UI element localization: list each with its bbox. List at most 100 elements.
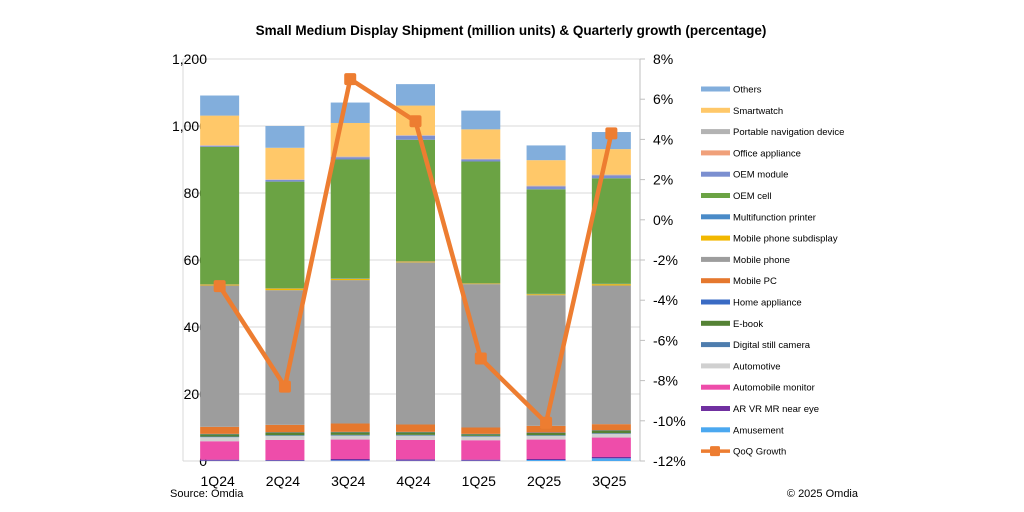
bar-stack-2Q24	[265, 126, 305, 461]
bar-segment-automobile-monitor	[330, 439, 370, 459]
bar-segment-mobile-pc	[461, 427, 501, 434]
bar-segment-automotive	[200, 437, 240, 442]
legend-label: Amusement	[733, 425, 784, 436]
bar-segment-mobile-phone	[265, 290, 305, 425]
chart-title: Small Medium Display Shipment (million u…	[256, 23, 767, 38]
legend-item: Mobile phone subdisplay	[701, 234, 838, 245]
legend-item: Amusement	[701, 425, 784, 436]
bar-segment-digital-still-camera	[591, 433, 631, 434]
bars	[200, 84, 631, 461]
y-left-tick-label: 1,200	[172, 51, 207, 67]
bar-segment-automobile-monitor	[265, 439, 305, 460]
legend-label: Mobile phone subdisplay	[733, 234, 838, 245]
bar-stack-1Q24	[200, 95, 240, 461]
bar-segment-ar-vr-mr-near-eye	[591, 456, 631, 459]
bar-segment-oem-module	[526, 186, 566, 190]
bar-segment-smartwatch	[591, 149, 631, 175]
bar-segment-smartwatch	[461, 129, 501, 159]
bar-segment-oem-cell	[330, 159, 370, 279]
legend-label: AR VR MR near eye	[733, 404, 819, 415]
bar-segment-oem-module	[396, 135, 435, 140]
bar-segment-digital-still-camera	[265, 435, 305, 436]
bar-segment-others	[200, 95, 240, 116]
legend-swatch	[701, 278, 730, 284]
bar-segment-mobile-pc	[396, 424, 435, 432]
bar-segment-smartwatch	[200, 115, 240, 146]
right-axis: -12% -10% -8% -6% -4% -2% 0% 2% 4% 6% 8%	[639, 51, 686, 469]
legend-label: OEM cell	[733, 191, 772, 202]
qoq-growth-marker	[344, 73, 357, 86]
bar-segment-oem-module	[200, 145, 240, 147]
y-right-tick-label: -4%	[653, 292, 678, 308]
x-tick-label: 4Q24	[396, 473, 430, 489]
bar-segment-oem-cell	[461, 161, 501, 284]
y-right-tick-label: 0%	[653, 212, 673, 228]
bar-segment-amusement	[591, 458, 631, 461]
legend-item: AR VR MR near eye	[701, 404, 819, 415]
bar-segment-digital-still-camera	[461, 435, 501, 437]
legend-label: OEM module	[733, 170, 788, 181]
legend-item: Automotive	[701, 361, 781, 372]
legend-swatch	[701, 107, 730, 113]
bar-segment-oem-cell	[265, 181, 305, 289]
legend-swatch	[701, 129, 730, 135]
legend-label: Home appliance	[733, 298, 802, 309]
y-right-tick-label: -6%	[653, 332, 678, 348]
bar-segment-digital-still-camera	[200, 436, 240, 438]
x-tick-label: 1Q24	[201, 473, 235, 489]
bar-segment-others	[330, 102, 370, 123]
source-note: Source: Omdia	[170, 488, 244, 500]
bar-segment-mobile-pc	[200, 426, 240, 434]
bar-segment-automotive	[330, 435, 370, 440]
y-right-tick-label: 6%	[653, 91, 673, 107]
legend-swatch	[701, 193, 730, 198]
legend-label: Automobile monitor	[733, 383, 815, 394]
legend-item: Smartwatch	[701, 106, 783, 117]
y-right-tick-label: -2%	[653, 252, 678, 268]
bar-segment-amusement	[526, 459, 566, 461]
legend-item: QoQ Growth	[701, 446, 786, 458]
legend-label: E-book	[733, 319, 763, 330]
y-right-tick-label: -8%	[653, 373, 678, 389]
bar-segment-mobile-phone-subdisplay	[461, 283, 501, 285]
legend-item: Multifunction printer	[701, 212, 816, 223]
bar-segment-mobile-phone	[330, 280, 370, 424]
bar-segment-others	[396, 84, 435, 106]
bar-segment-digital-still-camera	[330, 434, 370, 436]
legend-swatch	[701, 427, 730, 433]
bar-segment-e-book	[526, 432, 566, 436]
bar-segment-mobile-phone-subdisplay	[330, 278, 370, 281]
bar-segment-automotive	[526, 435, 566, 440]
bar-segment-automobile-monitor	[200, 441, 240, 460]
legend-label: QoQ Growth	[733, 447, 786, 458]
qoq-growth-marker	[409, 115, 422, 128]
legend-label: Others	[733, 85, 762, 96]
bar-segment-oem-module	[591, 175, 631, 179]
bar-segment-mobile-pc	[591, 424, 631, 431]
bar-stack-3Q25	[591, 132, 631, 461]
qoq-growth-marker	[540, 416, 553, 429]
bar-segment-others	[265, 126, 305, 148]
copyright-note: © 2025 Omdia	[787, 488, 859, 500]
legend-swatch	[701, 150, 730, 156]
bar-segment-digital-still-camera	[526, 435, 566, 436]
bar-stack-1Q25	[461, 110, 501, 461]
legend-label: Mobile phone	[733, 255, 790, 266]
bar-segment-others	[461, 110, 501, 130]
legend-swatch	[701, 363, 730, 369]
bar-segment-others	[526, 145, 566, 161]
x-axis-labels: 1Q24 2Q24 3Q24 4Q24 1Q25 2Q25 3Q25	[201, 473, 627, 489]
qoq-growth-marker	[474, 352, 487, 365]
legend-label: Digital still camera	[733, 340, 811, 351]
bar-stack-3Q24	[330, 102, 370, 461]
legend-swatch	[701, 406, 730, 411]
bar-segment-automotive	[591, 433, 631, 438]
legend-swatch	[701, 299, 730, 305]
bar-segment-oem-module	[265, 179, 305, 182]
bar-segment-mobile-phone-subdisplay	[265, 288, 305, 291]
legend-item: Home appliance	[701, 298, 802, 309]
bar-segment-smartwatch	[526, 160, 566, 186]
bar-segment-digital-still-camera	[396, 434, 435, 436]
x-tick-label: 3Q25	[592, 473, 626, 489]
